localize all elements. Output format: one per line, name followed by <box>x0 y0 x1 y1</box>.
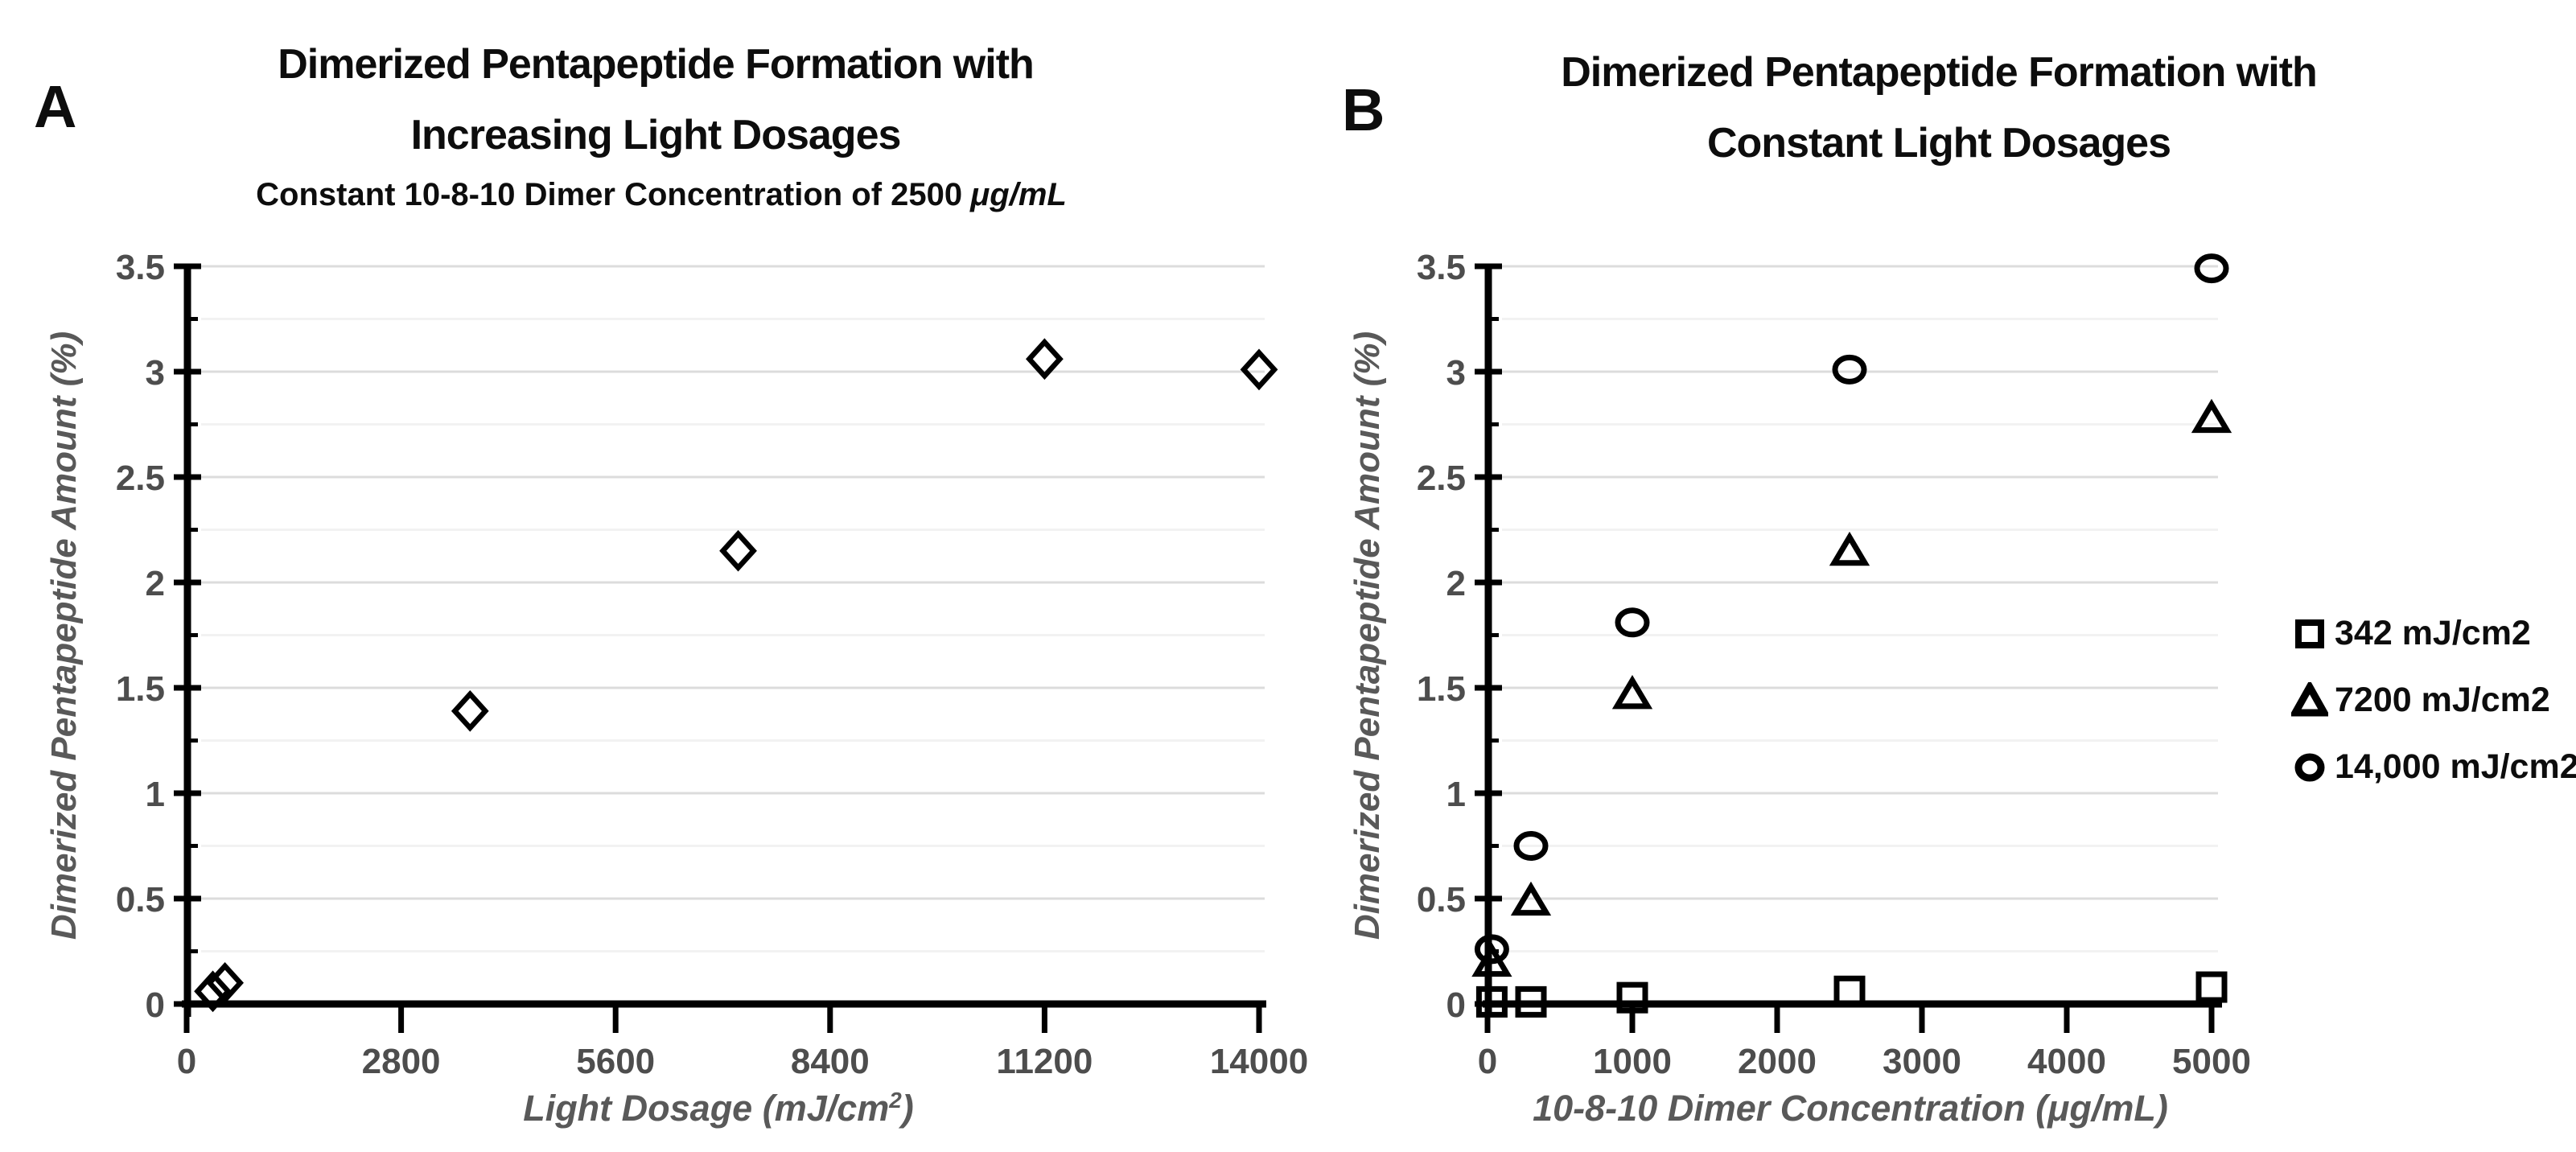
panel-b-x-title-pre: 10-8-10 Dimer Concentration (μg/mL) <box>1533 1088 2168 1129</box>
circle-marker-glyph <box>2294 753 2325 781</box>
y-tick-label: 1 <box>146 775 165 814</box>
panel-a-subtitle-text: Constant 10-8-10 Dimer Concentration of … <box>256 177 963 212</box>
x-tick-label: 2000 <box>1738 1042 1817 1081</box>
square-marker <box>1616 981 1648 1014</box>
square-marker <box>1475 985 1508 1018</box>
y-tick-label: 3.5 <box>116 248 165 287</box>
x-tick-label: 5600 <box>576 1042 655 1081</box>
panel-a-x-title-pre: Light Dosage (mJ/cm <box>523 1088 890 1129</box>
panel-b-title: Dimerized Pentapeptide Formation with Co… <box>1561 37 2318 179</box>
panel-b-x-axis-title: 10-8-10 Dimer Concentration (μg/mL) <box>1533 1088 2168 1129</box>
legend-item-14000: 14,000 mJ/cm2 <box>2291 734 2576 800</box>
circle-marker <box>1474 934 1509 965</box>
square-marker <box>2195 971 2228 1003</box>
diamond-marker <box>719 529 757 572</box>
panel-a-title: Dimerized Pentapeptide Formation with In… <box>278 29 1035 171</box>
y-tick-label: 0.5 <box>1417 880 1466 920</box>
y-tick-label: 3 <box>1446 353 1466 393</box>
y-tick-label: 2.5 <box>1417 459 1466 498</box>
y-tick-label: 1.5 <box>1417 669 1466 709</box>
circle-marker <box>1513 831 1549 861</box>
y-tick-label: 2 <box>146 564 165 603</box>
panel-a-x-axis-title: Light Dosage (mJ/cm2) <box>523 1088 914 1129</box>
legend-label-14000: 14,000 mJ/cm2 <box>2335 747 2576 786</box>
x-tick-label: 1000 <box>1593 1042 1672 1081</box>
x-tick-label: 5000 <box>2172 1042 2251 1081</box>
circle-marker <box>2194 253 2229 284</box>
y-tick-label: 2.5 <box>116 459 165 498</box>
panel-b-label: B <box>1342 76 1385 143</box>
diamond-marker <box>194 970 232 1013</box>
circle-marker <box>1832 354 1867 385</box>
legend-item-7200: 7200 mJ/cm2 <box>2291 667 2576 734</box>
x-tick-label: 4000 <box>2027 1042 2106 1081</box>
x-tick-label: 8400 <box>791 1042 870 1081</box>
square-marker-icon <box>2295 619 2324 648</box>
panel-a-subtitle-unit: μg/mL <box>970 177 1067 212</box>
panel-a-title-line1: Dimerized Pentapeptide Formation with <box>278 41 1035 88</box>
x-tick-label: 0 <box>1478 1042 1497 1081</box>
y-tick-label: 0 <box>146 985 165 1025</box>
legend-label-7200: 7200 mJ/cm2 <box>2335 681 2550 719</box>
x-tick-label: 14000 <box>1210 1042 1308 1081</box>
y-tick-label: 0 <box>1446 985 1466 1025</box>
triangle-marker <box>1829 531 1870 566</box>
legend-label-342: 342 mJ/cm2 <box>2335 614 2531 652</box>
diamond-marker <box>1240 348 1278 391</box>
x-tick-label: 11200 <box>996 1042 1093 1081</box>
panel-a-label: A <box>34 73 77 140</box>
panel-a-y-axis-title: Dimerized Pentapeptide Amount (%) <box>44 331 84 940</box>
triangle-marker <box>1611 675 1653 710</box>
y-tick-label: 1 <box>1446 775 1466 814</box>
y-tick-label: 3 <box>146 353 165 393</box>
diamond-marker <box>206 961 244 1004</box>
y-tick-label: 2 <box>1446 564 1466 603</box>
circle-marker-icon <box>2294 753 2325 781</box>
triangle-marker <box>2191 398 2232 434</box>
triangle-marker-glyph <box>2291 681 2328 716</box>
panel-b-y-axis-title: Dimerized Pentapeptide Amount (%) <box>1348 331 1387 940</box>
triangle-marker-icon <box>2291 681 2328 716</box>
square-marker-glyph <box>2295 619 2324 648</box>
x-tick-label: 2800 <box>362 1042 441 1081</box>
panel-a-subtitle: Constant 10-8-10 Dimer Concentration of … <box>256 177 1067 213</box>
y-tick-label: 3.5 <box>1417 248 1466 287</box>
diamond-marker <box>451 689 489 732</box>
square-marker <box>1833 975 1866 1007</box>
circle-marker <box>1615 607 1650 638</box>
square-marker <box>1515 985 1547 1018</box>
y-tick-label: 1.5 <box>116 669 165 709</box>
panel-a-x-title-post: ) <box>901 1088 914 1129</box>
panel-a-x-title-sup: 2 <box>889 1088 902 1113</box>
panel-b-title-line2: Constant Light Dosages <box>1706 120 2171 167</box>
legend-item-342: 342 mJ/cm2 <box>2291 600 2576 667</box>
x-tick-label: 0 <box>177 1042 196 1081</box>
panel-a-title-line2: Increasing Light Dosages <box>410 112 902 158</box>
chart-legend: 342 mJ/cm2 7200 mJ/cm2 14,000 mJ/cm2 <box>2291 600 2576 800</box>
diamond-marker <box>1026 338 1064 381</box>
panel-b-title-line1: Dimerized Pentapeptide Formation with <box>1561 49 2318 96</box>
x-tick-label: 3000 <box>1883 1042 1961 1081</box>
triangle-marker <box>1510 881 1552 916</box>
y-tick-label: 0.5 <box>116 880 165 920</box>
